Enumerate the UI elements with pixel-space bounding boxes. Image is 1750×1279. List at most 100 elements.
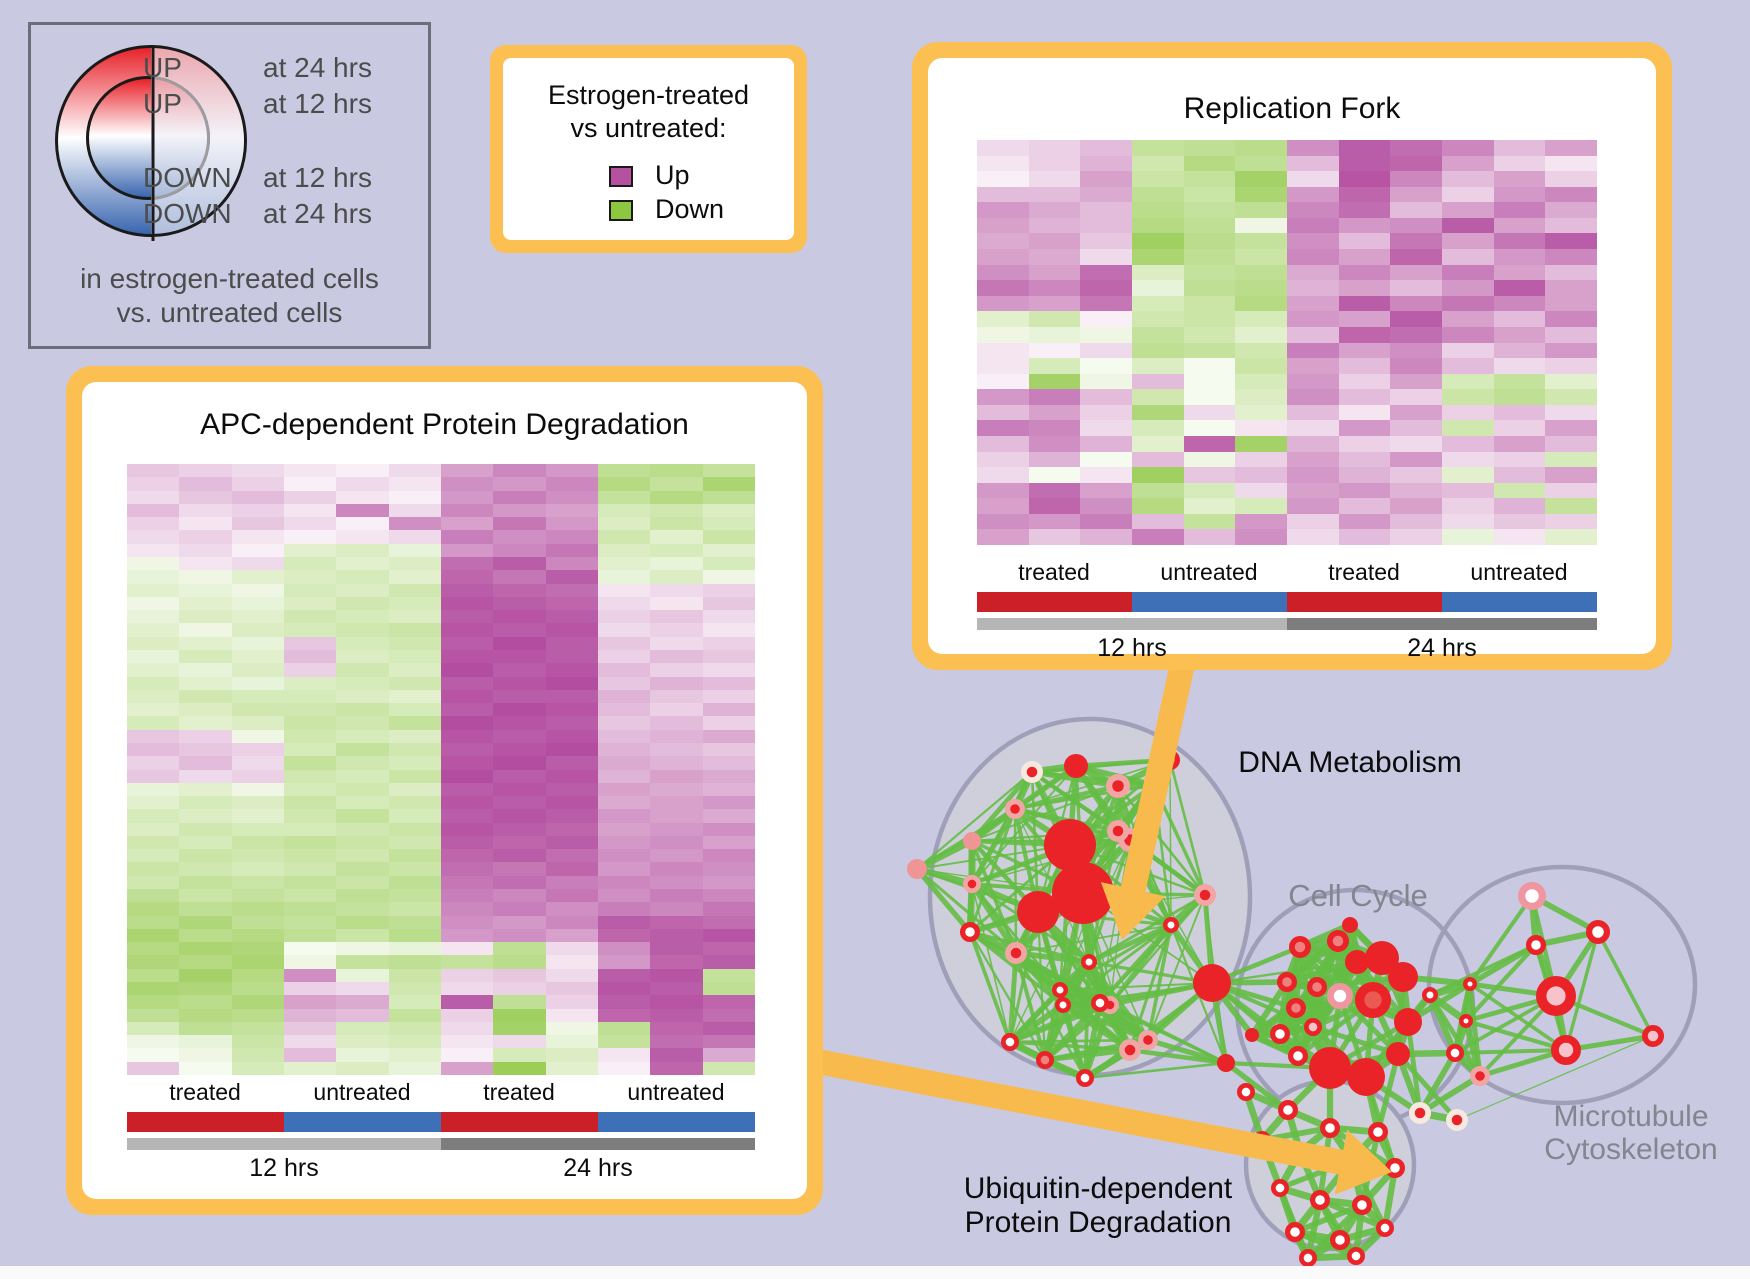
network-node-ub — [1375, 1218, 1394, 1237]
heatmap-cell — [336, 796, 389, 810]
heatmap-cell — [1493, 467, 1546, 483]
network-edge — [1015, 950, 1090, 965]
heatmap-cell — [283, 849, 337, 863]
heatmap-cell — [597, 756, 651, 770]
heatmap-cell — [977, 233, 1029, 250]
heatmap-cell — [1390, 155, 1442, 172]
heatmap-cell — [283, 915, 337, 929]
heatmap-cell — [1132, 233, 1184, 250]
heatmap-cell — [440, 1008, 494, 1022]
network-edge — [1564, 931, 1600, 1051]
estrogen-legend-title-line2: vs untreated: — [570, 113, 727, 143]
heatmap-cell — [179, 729, 232, 743]
heatmap-cell — [336, 742, 389, 757]
network-node-ub — [1384, 1157, 1405, 1178]
replication-fork-panel: Replication Fork treated untreated treat… — [912, 42, 1672, 670]
heatmap-cell — [1132, 171, 1184, 187]
heatmap-cell — [1493, 389, 1546, 405]
apc-group-label-3: untreated — [627, 1079, 725, 1105]
heatmap-cell — [1338, 404, 1391, 421]
heatmap-cell — [1338, 140, 1391, 156]
heatmap-cell — [545, 875, 598, 890]
heatmap-cell — [650, 1061, 703, 1075]
network-node-dna — [1044, 819, 1096, 871]
heatmap-cell — [1080, 217, 1132, 234]
network-edge — [1088, 960, 1213, 985]
heatmap-cell — [597, 915, 651, 929]
heatmap-cell — [1235, 249, 1287, 265]
heatmap-cell — [231, 477, 284, 491]
heatmap-cell — [388, 742, 441, 757]
heatmap-cell — [336, 649, 389, 664]
heatmap-cell — [283, 1061, 337, 1075]
heatmap-cell — [336, 663, 389, 677]
heatmap-cell — [179, 742, 232, 757]
network-node-cc — [1285, 997, 1306, 1018]
heatmap-cell — [597, 490, 651, 504]
heatmap-cell — [231, 928, 284, 943]
heatmap-cell — [493, 902, 546, 916]
heatmap-cell — [1545, 280, 1597, 296]
heatmap-cell — [545, 503, 598, 518]
heatmap-cell — [283, 742, 337, 757]
heatmap-cell — [1132, 420, 1184, 436]
network-edge — [1041, 1004, 1067, 1061]
heatmap-cell — [1493, 280, 1546, 296]
heatmap-cell — [127, 875, 180, 890]
heatmap-cell — [977, 513, 1029, 530]
heatmap-cell — [1390, 186, 1442, 203]
heatmap-cell — [1183, 280, 1236, 296]
network-node-mt — [1525, 934, 1546, 955]
heatmap-cell — [179, 689, 232, 704]
heatmap-cell — [493, 689, 546, 704]
heatmap-cell — [702, 982, 755, 996]
heatmap-cell — [650, 689, 703, 704]
heatmap-cell — [179, 942, 232, 956]
heatmap-cell — [231, 623, 284, 637]
heatmap-cell — [1545, 467, 1597, 483]
heatmap-cell — [440, 955, 494, 969]
up-swatch-label: Up — [655, 160, 690, 190]
network-node-dna — [1193, 883, 1216, 906]
heatmap-cell — [388, 968, 441, 983]
network-edge — [1099, 839, 1131, 1004]
heatmap-cell — [1287, 420, 1339, 436]
network-node-ub — [1270, 1178, 1289, 1197]
heatmap-cell — [1390, 326, 1442, 343]
heatmap-cell — [702, 875, 755, 890]
network-node-cc — [1388, 962, 1418, 992]
heatmap-cell — [336, 1061, 389, 1075]
heatmap-cell — [179, 756, 232, 770]
heatmap-cell — [1442, 249, 1494, 265]
heatmap-cell — [440, 822, 494, 836]
network-edge — [1293, 1202, 1364, 1235]
heatmap-cell — [597, 649, 651, 664]
heatmap-cell — [1287, 155, 1339, 172]
heatmap-cell — [388, 1021, 441, 1036]
heatmap-cell — [1183, 389, 1236, 405]
network-edge — [1087, 922, 1173, 965]
heatmap-cell — [1183, 451, 1236, 468]
heatmap-cell — [650, 610, 703, 624]
network-edge — [1418, 1073, 1482, 1116]
heatmap-cell — [127, 556, 180, 571]
heatmap-cell — [388, 703, 441, 717]
heatmap-cell — [283, 703, 337, 717]
heatmap-cell — [1545, 264, 1597, 281]
heatmap-cell — [1390, 342, 1442, 359]
heatmap-cell — [1545, 217, 1597, 234]
legend-down-24-dir: DOWN — [143, 198, 232, 229]
network-node-dna — [1163, 917, 1179, 933]
legend-down-12-dir: DOWN — [143, 162, 232, 193]
heatmap-cell — [650, 915, 703, 929]
heatmap-cell — [1183, 529, 1236, 545]
heatmap-cell — [650, 862, 703, 876]
heatmap-cell — [231, 596, 284, 611]
heatmap-cell — [1442, 295, 1494, 312]
heatmap-cell — [1287, 171, 1339, 187]
heatmap-cell — [650, 729, 703, 743]
heatmap-cell — [702, 849, 755, 863]
heatmap-cell — [650, 676, 703, 690]
heatmap-cell — [1028, 389, 1081, 405]
